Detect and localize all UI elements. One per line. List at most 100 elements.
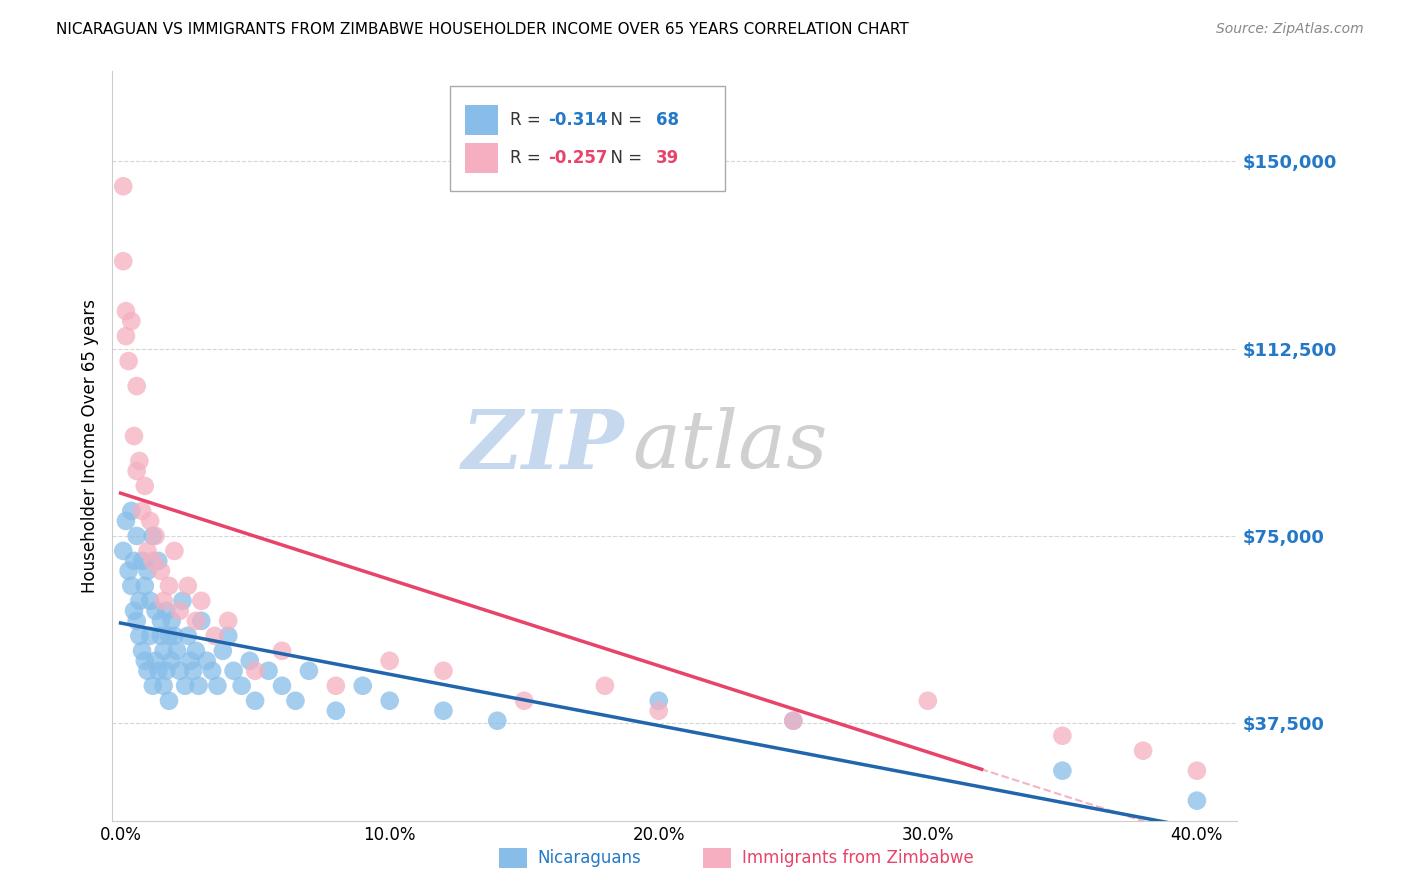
- Point: [128, 594, 150, 608]
- Point: [128, 454, 150, 468]
- Point: [432, 664, 454, 678]
- Text: -0.314: -0.314: [548, 112, 607, 129]
- Point: [163, 629, 186, 643]
- Point: [117, 354, 139, 368]
- Point: [112, 254, 135, 268]
- Point: [149, 564, 172, 578]
- Point: [142, 679, 165, 693]
- Text: ZIP: ZIP: [461, 406, 624, 486]
- Point: [207, 679, 229, 693]
- Point: [166, 644, 188, 658]
- Point: [136, 544, 159, 558]
- Point: [125, 379, 148, 393]
- Text: -0.257: -0.257: [548, 149, 607, 167]
- Text: atlas: atlas: [633, 408, 828, 484]
- Point: [160, 654, 183, 668]
- Point: [243, 694, 266, 708]
- Point: [1132, 744, 1154, 758]
- Point: [148, 664, 170, 678]
- Point: [112, 544, 135, 558]
- Point: [187, 679, 209, 693]
- Bar: [464, 143, 498, 172]
- Text: Nicaraguans: Nicaraguans: [537, 849, 641, 867]
- Point: [243, 664, 266, 678]
- Point: [325, 679, 347, 693]
- Point: [181, 664, 204, 678]
- Point: [782, 714, 804, 728]
- Point: [120, 314, 142, 328]
- Point: [125, 529, 148, 543]
- Point: [145, 529, 167, 543]
- Point: [117, 564, 139, 578]
- Point: [172, 594, 194, 608]
- Point: [157, 579, 180, 593]
- Point: [284, 694, 307, 708]
- Point: [271, 679, 294, 693]
- Point: [177, 629, 200, 643]
- Point: [648, 704, 671, 718]
- Point: [298, 664, 321, 678]
- Point: [160, 614, 183, 628]
- Point: [222, 664, 245, 678]
- Point: [122, 554, 145, 568]
- Point: [149, 614, 172, 628]
- Point: [231, 679, 253, 693]
- Text: N =: N =: [599, 112, 647, 129]
- Point: [257, 664, 280, 678]
- Point: [120, 504, 142, 518]
- Point: [145, 654, 167, 668]
- Point: [648, 694, 671, 708]
- Point: [432, 704, 454, 718]
- Point: [513, 694, 536, 708]
- Point: [131, 644, 153, 658]
- Point: [486, 714, 509, 728]
- Bar: [464, 105, 498, 135]
- Point: [378, 694, 401, 708]
- Point: [239, 654, 262, 668]
- Point: [169, 664, 191, 678]
- Point: [1185, 764, 1208, 778]
- Point: [149, 629, 172, 643]
- Text: Immigrants from Zimbabwe: Immigrants from Zimbabwe: [742, 849, 974, 867]
- Text: 39: 39: [655, 149, 679, 167]
- Point: [378, 654, 401, 668]
- Point: [125, 614, 148, 628]
- Point: [155, 604, 177, 618]
- Point: [157, 629, 180, 643]
- Point: [139, 514, 162, 528]
- Point: [122, 429, 145, 443]
- Point: [125, 464, 148, 478]
- Point: [163, 544, 186, 558]
- Point: [157, 694, 180, 708]
- Text: N =: N =: [599, 149, 647, 167]
- Text: 68: 68: [655, 112, 679, 129]
- Point: [131, 554, 153, 568]
- Point: [177, 579, 200, 593]
- Point: [131, 504, 153, 518]
- FancyBboxPatch shape: [450, 87, 725, 191]
- Point: [115, 304, 138, 318]
- Point: [195, 654, 218, 668]
- Point: [134, 579, 156, 593]
- Point: [142, 554, 165, 568]
- Point: [1052, 764, 1074, 778]
- Point: [152, 594, 174, 608]
- Point: [217, 614, 239, 628]
- Point: [136, 564, 159, 578]
- Y-axis label: Householder Income Over 65 years: Householder Income Over 65 years: [80, 299, 98, 593]
- Point: [204, 629, 226, 643]
- Point: [1185, 794, 1208, 808]
- Point: [782, 714, 804, 728]
- Point: [128, 629, 150, 643]
- Point: [112, 179, 135, 194]
- Point: [134, 479, 156, 493]
- Point: [115, 329, 138, 343]
- Text: R =: R =: [509, 149, 546, 167]
- Point: [1052, 729, 1074, 743]
- Point: [184, 644, 207, 658]
- Point: [190, 594, 212, 608]
- Text: Source: ZipAtlas.com: Source: ZipAtlas.com: [1216, 22, 1364, 37]
- Point: [134, 654, 156, 668]
- Point: [148, 554, 170, 568]
- Point: [122, 604, 145, 618]
